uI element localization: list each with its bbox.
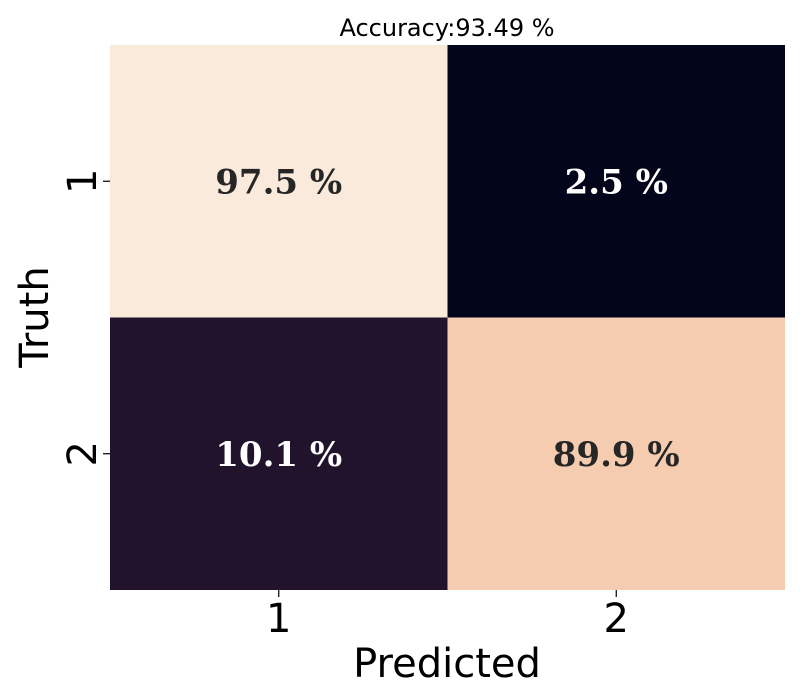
- heatmap-cell-1-1: [110, 45, 448, 318]
- cell-value-label: 89.9 %: [553, 435, 680, 475]
- x-axis-label: Predicted: [353, 641, 541, 687]
- heatmap-cell-1-2: [447, 45, 785, 318]
- heatmap-cell-2-1: [110, 317, 448, 590]
- heatmap-cell-2-2: [447, 317, 785, 590]
- axis-ticks: 1 2 1 2: [60, 169, 629, 642]
- y-tick-label: 1: [60, 169, 106, 194]
- cell-value-label: 10.1 %: [215, 435, 342, 475]
- cell-value-label: 2.5 %: [565, 162, 668, 202]
- y-axis-label: Truth: [12, 266, 58, 368]
- heatmap-cell-labels: 97.5 % 2.5 % 10.1 % 89.9 %: [215, 162, 679, 475]
- chart-title: Accuracy:93.49 %: [339, 14, 554, 42]
- cell-value-label: 97.5 %: [215, 162, 342, 202]
- heatmap-cells: [110, 45, 785, 590]
- y-tick-label: 2: [60, 441, 106, 466]
- x-tick-label: 2: [604, 596, 629, 642]
- x-tick-label: 1: [266, 596, 291, 642]
